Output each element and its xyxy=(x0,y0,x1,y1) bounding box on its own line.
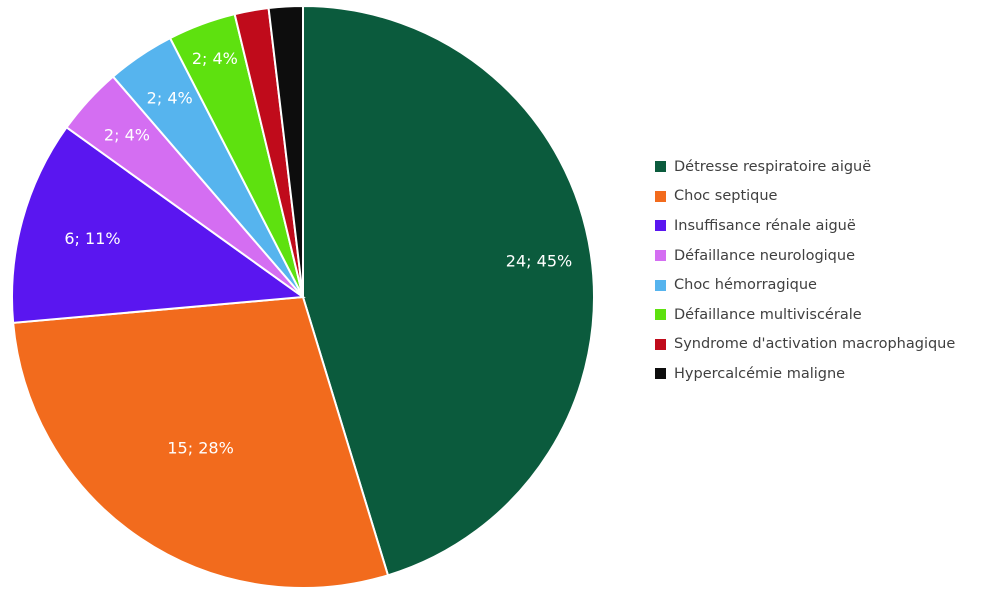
legend-label: Défaillance neurologique xyxy=(674,247,856,264)
legend-label: Insuffisance rénale aiguë xyxy=(674,217,856,234)
legend-label: Hypercalcémie maligne xyxy=(674,365,846,382)
legend-swatch xyxy=(655,161,666,173)
legend-swatch xyxy=(655,190,666,202)
pie-data-labels: 24; 45% 15; 28% 6; 11% 2; 4% 2; 4% 2; 4% xyxy=(64,49,572,457)
pie-slices xyxy=(11,4,595,589)
legend-label: Syndrome d'activation macrophagique xyxy=(674,336,956,353)
legend-swatch xyxy=(655,368,666,380)
pie-slice-7 xyxy=(267,4,304,298)
legend-swatch xyxy=(655,309,666,321)
legend-item-1: Choc septique xyxy=(655,182,955,212)
data-label-5: 2; 4% xyxy=(192,49,238,68)
pie-slice-2 xyxy=(11,125,306,324)
legend-item-0: Détresse respiratoire aiguë xyxy=(655,152,955,182)
legend-item-5: Défaillance multiviscérale xyxy=(655,300,955,330)
legend-item-6: Syndrome d'activation macrophagique xyxy=(655,330,955,360)
legend-label: Choc septique xyxy=(674,188,778,205)
legend-swatch xyxy=(655,250,666,262)
pie-slice-0 xyxy=(302,4,595,577)
data-label-4: 2; 4% xyxy=(147,89,193,108)
legend-label: Détresse respiratoire aiguë xyxy=(674,158,872,175)
legend-label: Défaillance multiviscérale xyxy=(674,306,862,323)
data-label-3: 2; 4% xyxy=(104,125,150,144)
data-label-1: 15; 28% xyxy=(167,439,233,458)
pie-slice-1 xyxy=(12,295,390,589)
legend-item-2: Insuffisance rénale aiguë xyxy=(655,211,955,241)
legend-item-7: Hypercalcémie maligne xyxy=(655,359,955,389)
legend-swatch xyxy=(655,338,666,350)
legend-swatch xyxy=(655,220,666,232)
data-label-2: 6; 11% xyxy=(64,229,120,248)
legend-item-4: Choc hémorragique xyxy=(655,270,955,300)
data-label-0: 24; 45% xyxy=(506,251,572,270)
legend-item-3: Défaillance neurologique xyxy=(655,241,955,271)
legend-swatch xyxy=(655,279,666,291)
legend: Détresse respiratoire aiguë Choc septique… xyxy=(655,152,955,389)
legend-label: Choc hémorragique xyxy=(674,277,817,294)
